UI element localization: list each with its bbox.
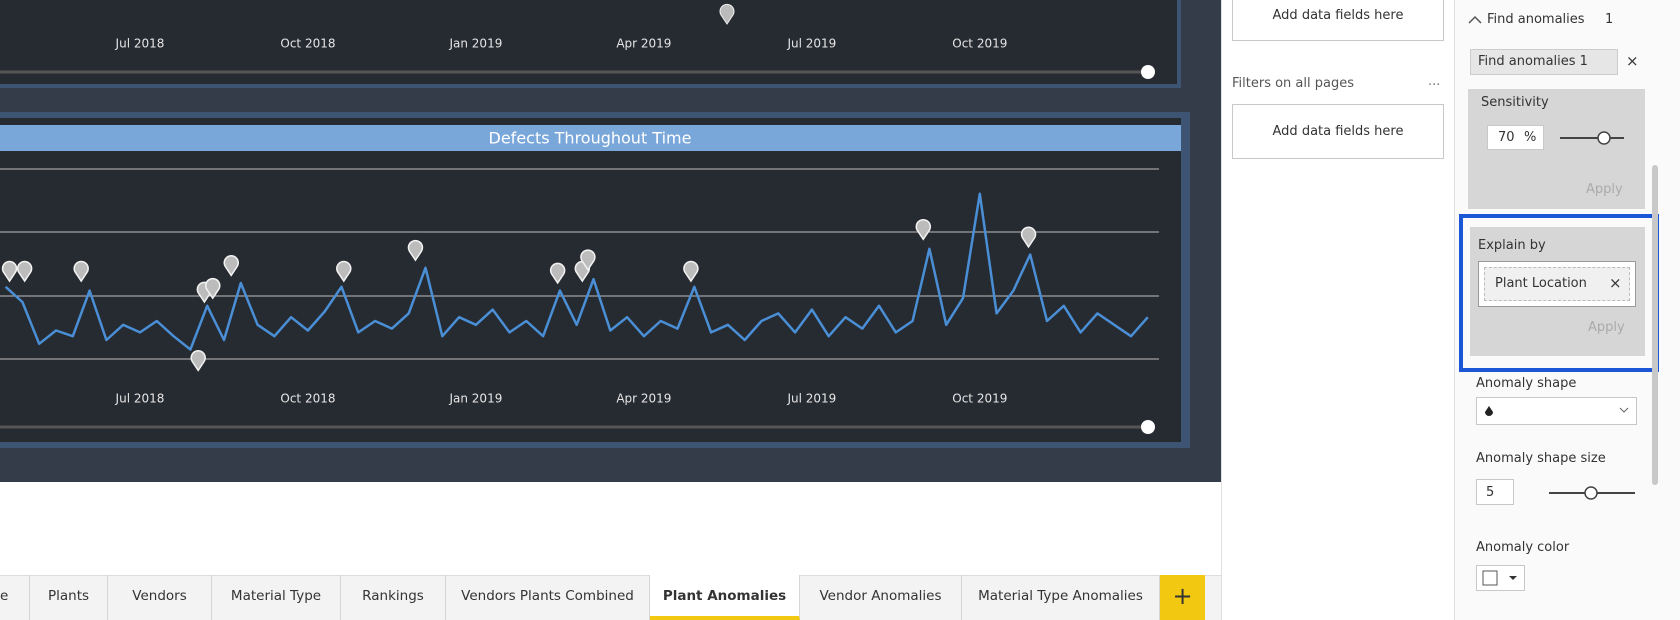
tab-strip [0,575,1221,620]
title-bar [0,125,1181,151]
anomaly-marker [549,262,566,285]
x-tick-label: Oct 2019 [952,37,1007,51]
section-title: Find anomalies [1487,12,1585,27]
dropdown-glyphs [1485,406,1629,416]
explain-field: Plant Location [1495,276,1587,291]
shape-dropdown[interactable] [1476,397,1637,425]
anomaly-marker [683,260,699,283]
zoom-handle[interactable] [1141,420,1155,434]
add-fields-text: Add data fields here [1272,124,1404,139]
anomaly-marker [205,277,221,300]
add-fields-box[interactable]: Add data fields here [1232,0,1444,41]
anomaly-marker [1,260,18,283]
x-tick-label: Oct 2018 [280,37,335,51]
anomaly-marker [73,260,89,283]
field-chip[interactable] [1484,267,1630,301]
x-tick-label: Jul 2018 [115,37,165,51]
x-tick-label: Oct 2019 [952,392,1007,406]
page-tab[interactable]: Vendors Plants Combined [446,575,650,620]
anomaly-marker [915,218,932,241]
x-tick-label: Jul 2018 [115,392,165,406]
apply-button[interactable]: Apply [1586,182,1623,197]
chart-title: Defects Throughout Time [489,129,692,148]
x-tick-label: Jan 2019 [448,37,502,51]
x-tick-label: Apr 2019 [616,392,671,406]
shape-size-input[interactable] [1476,479,1514,505]
anomaly-marker [16,260,33,283]
add-fields-text: Add data fields here [1272,8,1404,23]
x-tick-label: Jul 2019 [786,37,836,51]
page-tab[interactable]: Vendors [108,575,212,620]
page-tab[interactable]: Vendor Anomalies [800,575,962,620]
explain-label: Explain by [1478,238,1546,253]
more-button[interactable]: ... [1428,74,1441,89]
sensitivity-value: 70 [1498,130,1515,145]
shape-size-label: Anomaly shape size [1476,451,1606,466]
anomaly-marker [190,350,206,372]
page-tab[interactable]: e [0,575,30,620]
sensitivity-unit: % [1524,130,1537,145]
add-page-button[interactable]: + [1160,575,1205,620]
page-tab[interactable]: Rankings [341,575,446,620]
shape-label: Anomaly shape [1476,376,1577,391]
color-label: Anomaly color [1476,540,1570,555]
anomaly-pin [719,3,735,25]
anomaly-chip[interactable] [1470,49,1618,75]
page-tab[interactable]: Material Type Anomalies [962,575,1160,620]
page-tab[interactable]: Plants [30,575,108,620]
anomaly-marker [580,249,596,272]
collapse-chevron[interactable] [1468,15,1482,25]
page-tab[interactable]: Plant Anomalies [650,575,800,620]
section-count: 1 [1605,12,1614,27]
sensitivity-label: Sensitivity [1481,95,1549,110]
anomaly-marker [336,260,352,283]
apply-button[interactable]: Apply [1588,320,1625,335]
anomaly-marker [1020,226,1037,249]
upper-panel [0,0,1177,84]
anomaly-marker [407,239,424,262]
chip-label: Find anomalies 1 [1478,54,1588,69]
filters-all-title: Filters on all pages [1232,76,1354,91]
x-tick-label: Jan 2019 [448,392,502,406]
report-canvas: Defects Throughout Time Jul 2018 Oct 2018… [0,0,1221,482]
chip-close[interactable]: × [1626,52,1639,70]
field-remove[interactable]: × [1609,274,1622,292]
lower-panel [0,118,1181,442]
color-glyphs [1482,570,1517,586]
color-picker[interactable] [1476,565,1525,591]
x-tick-label: Apr 2019 [616,37,671,51]
shape-size-value: 5 [1486,485,1495,500]
sensitivity-slider[interactable] [1558,130,1626,146]
filter-pane [1221,0,1454,620]
zoom-handle[interactable] [1141,65,1155,79]
add-fields-box[interactable]: Add data fields here [1232,104,1444,159]
sensitivity-input[interactable] [1487,125,1544,150]
scrollbar[interactable] [1652,165,1658,485]
page-tab[interactable]: Material Type [212,575,341,620]
shape-size-slider[interactable] [1547,485,1637,501]
data-line [4,192,1149,351]
x-tick-label: Jul 2019 [786,392,836,406]
anomaly-marker [223,255,239,277]
x-tick-label: Oct 2018 [280,392,335,406]
